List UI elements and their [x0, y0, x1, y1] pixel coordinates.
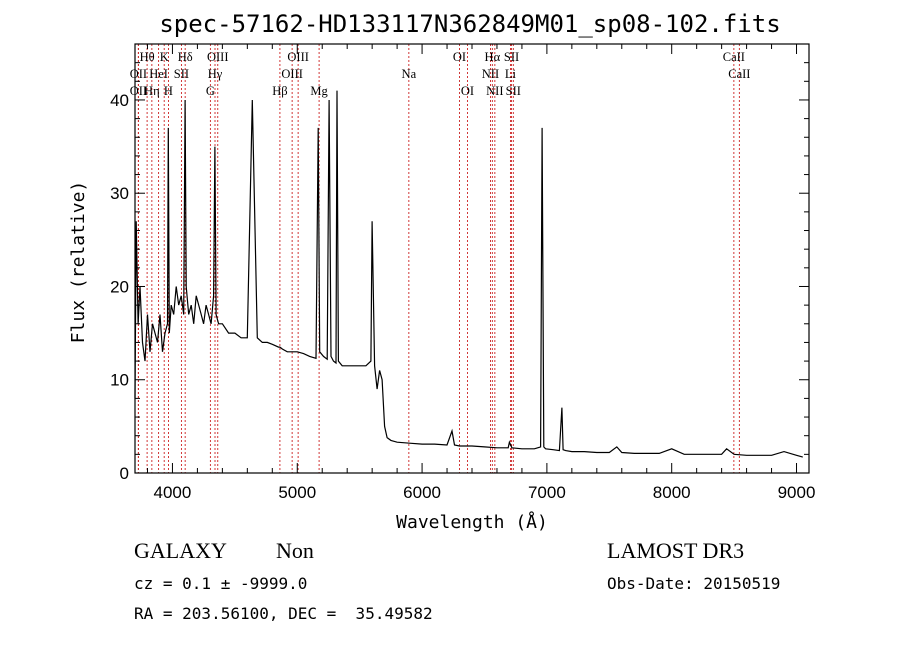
x-tick-label: 5000: [278, 483, 316, 502]
chart-title: spec-57162-HD133117N362849M01_sp08-102.f…: [159, 10, 780, 38]
y-axis-label: Flux (relative): [68, 181, 89, 344]
x-tick-label: 7000: [528, 483, 566, 502]
y-tick-label: 0: [120, 464, 129, 483]
line-marker-label: NII: [486, 84, 503, 98]
x-tick-label: 4000: [154, 483, 192, 502]
x-tick-label: 6000: [403, 483, 441, 502]
line-marker-label: K: [160, 50, 169, 64]
survey-name: LAMOST DR3: [607, 538, 745, 563]
line-marker-label: NII: [482, 67, 499, 81]
y-tick-label: 40: [110, 91, 129, 110]
line-marker-label: SII: [174, 67, 189, 81]
line-marker-label: Hη: [144, 84, 160, 98]
line-marker-label: Hθ: [140, 50, 155, 64]
y-tick-label: 20: [110, 277, 129, 296]
line-marker-label: OIII: [281, 67, 303, 81]
plot-frame: [134, 43, 810, 474]
object-subclass: Non: [276, 538, 314, 563]
line-marker-label: CaII: [723, 50, 745, 64]
line-marker-label: OIII: [207, 50, 229, 64]
line-marker-label: SII: [506, 84, 521, 98]
spectral-line-markers: [137, 44, 740, 473]
line-marker-label: G: [206, 84, 215, 98]
line-marker-label: Hβ: [272, 84, 287, 98]
x-tick-label: 8000: [653, 483, 691, 502]
line-marker-label: Hγ: [208, 67, 223, 81]
y-axis-ticks: 0 10 20 30 40: [110, 62, 809, 483]
object-class: GALAXY: [134, 538, 227, 563]
x-axis-ticks: 4000 5000 6000 7000 8000 9000: [146, 44, 816, 502]
line-marker-label: HeI: [149, 67, 168, 81]
y-tick-label: 30: [110, 184, 129, 203]
line-marker-label: CaII: [728, 67, 750, 81]
line-marker-label: OI: [453, 50, 466, 64]
line-marker-label: H: [164, 84, 173, 98]
line-marker-label: Mg: [310, 84, 328, 98]
line-marker-label: OII: [130, 84, 147, 98]
line-marker-label: Hδ: [178, 50, 193, 64]
line-marker-label: Hα: [485, 50, 501, 64]
spectral-line-labels: OII OII Hθ Hη K HeI H Hδ SII G Hγ OIII Hβ OIII OIII Mg N…: [130, 50, 751, 98]
line-marker-label: OIII: [287, 50, 309, 64]
line-marker-label: OII: [130, 67, 147, 81]
y-tick-label: 10: [110, 371, 129, 390]
coordinates: RA = 203.56100, DEC = 35.49582: [134, 604, 433, 623]
spectrum-series-line: [134, 90, 803, 458]
line-marker-label: OI: [461, 84, 474, 98]
line-marker-label: Na: [402, 67, 417, 81]
line-marker-label: Li: [505, 67, 517, 81]
line-marker-label: SII: [504, 50, 519, 64]
x-tick-label: 9000: [778, 483, 816, 502]
x-axis-label: Wavelength (Å): [396, 511, 548, 533]
redshift-line: cz = 0.1 ± -9999.0: [134, 574, 308, 593]
observation-date: Obs-Date: 20150519: [607, 574, 781, 593]
